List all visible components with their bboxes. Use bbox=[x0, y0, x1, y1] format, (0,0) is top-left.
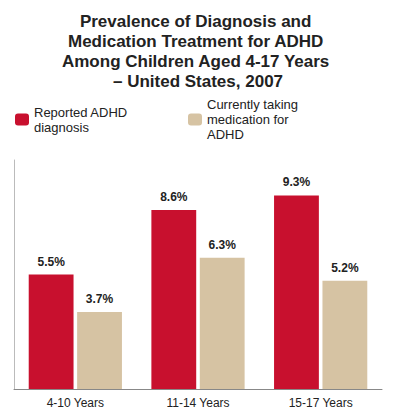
svg-text:5.5%: 5.5% bbox=[37, 255, 65, 269]
svg-text:Currently taking: Currently taking bbox=[207, 97, 302, 112]
svg-text:ADHD: ADHD bbox=[207, 127, 244, 142]
svg-text:Among Children Aged 4-17 Years: Among Children Aged 4-17 Years bbox=[62, 52, 334, 71]
svg-text:Medication Treatment for ADHD: Medication Treatment for ADHD bbox=[68, 32, 328, 51]
svg-text:6.3%: 6.3% bbox=[209, 238, 237, 252]
svg-text:5.2%: 5.2% bbox=[331, 261, 359, 275]
svg-text:Prevalence of Diagnosis and: Prevalence of Diagnosis and bbox=[80, 12, 316, 31]
svg-text:4-10 Years: 4-10 Years bbox=[47, 396, 104, 410]
svg-text:medication for: medication for bbox=[207, 112, 292, 127]
svg-text:9.3%: 9.3% bbox=[283, 175, 311, 189]
svg-text:Reported ADHD: Reported ADHD bbox=[34, 105, 131, 120]
svg-text:15-17 Years: 15-17 Years bbox=[289, 396, 353, 410]
svg-text:3.7%: 3.7% bbox=[86, 292, 114, 306]
svg-text:8.6%: 8.6% bbox=[160, 190, 188, 204]
svg-text:11-14 Years: 11-14 Years bbox=[166, 396, 229, 410]
svg-text:diagnosis: diagnosis bbox=[34, 120, 89, 135]
svg-text:– United States, 2007: – United States, 2007 bbox=[113, 72, 283, 91]
